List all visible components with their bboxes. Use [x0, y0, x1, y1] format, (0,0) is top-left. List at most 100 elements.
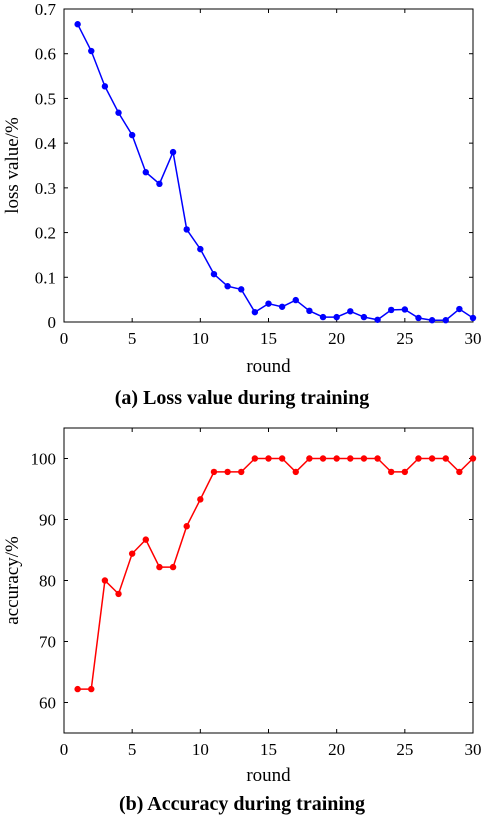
accuracy-x-tick-label: 10 [192, 740, 209, 759]
loss-data-point [360, 313, 368, 321]
accuracy-series-line [77, 457, 474, 690]
loss-data-point [374, 316, 381, 323]
accuracy-data-point [88, 685, 95, 693]
accuracy-y-axis-label: accuracy/% [2, 536, 23, 625]
accuracy-data-point [388, 468, 395, 476]
loss-data-point [428, 317, 436, 324]
loss-x-axis-label: round [246, 356, 291, 377]
loss-chart-caption: (a) Loss value during training [115, 387, 369, 409]
accuracy-data-point [374, 455, 381, 462]
accuracy-x-tick-label: 5 [128, 740, 137, 759]
loss-data-point [128, 131, 136, 139]
loss-data-point [319, 313, 327, 321]
loss-series-line [76, 23, 474, 321]
accuracy-data-point [224, 468, 231, 476]
loss-data-point [183, 226, 190, 233]
loss-plot-frame [63, 8, 474, 323]
loss-data-point [442, 317, 449, 324]
accuracy-chart-caption: (b) Accuracy during training [119, 793, 365, 815]
accuracy-x-tick-label: 20 [328, 740, 345, 759]
accuracy-data-point [469, 455, 477, 462]
loss-y-tick-label: 0.7 [35, 0, 57, 19]
accuracy-y-tick-label: 70 [39, 633, 56, 652]
loss-data-point [306, 307, 313, 315]
accuracy-data-point [292, 468, 299, 476]
accuracy-data-point [347, 455, 354, 462]
loss-y-tick-label: 0 [48, 313, 57, 332]
loss-data-point [115, 109, 122, 116]
accuracy-chart: 0 5 10 15 20 25 30 60 70 80 90 100 round accuracy/% (b… [2, 427, 482, 815]
loss-data-point [156, 180, 163, 188]
accuracy-data-point [333, 455, 340, 462]
loss-data-point [142, 169, 149, 176]
accuracy-data-point [360, 455, 368, 462]
loss-x-tick-label: 25 [396, 329, 413, 348]
accuracy-data-point [278, 455, 286, 462]
accuracy-y-tick-label: 100 [31, 450, 57, 469]
accuracy-data-point [183, 523, 190, 530]
loss-data-point [169, 148, 177, 156]
accuracy-x-tick-label: 0 [60, 740, 69, 759]
loss-y-tick-label: 0.6 [35, 45, 56, 64]
accuracy-x-tick-label: 30 [465, 740, 482, 759]
accuracy-data-point [142, 536, 149, 543]
loss-x-tick-label: 15 [260, 329, 277, 348]
accuracy-data-point [169, 563, 177, 571]
accuracy-data-point [128, 550, 136, 557]
accuracy-data-point [197, 496, 204, 503]
accuracy-x-tick-label: 25 [396, 740, 413, 759]
loss-x-tick-label: 5 [128, 329, 137, 348]
loss-data-point [224, 283, 231, 290]
loss-data-point [292, 296, 299, 304]
loss-x-tick-label: 0 [60, 329, 69, 348]
accuracy-data-point [442, 455, 449, 462]
loss-data-point [251, 308, 259, 316]
loss-data-point [388, 306, 395, 314]
loss-y-tick-label: 0.3 [35, 179, 56, 198]
loss-data-point [469, 314, 477, 322]
loss-data-point [415, 314, 422, 322]
loss-data-point [88, 47, 95, 55]
accuracy-data-point [238, 468, 245, 476]
loss-data-point [101, 83, 109, 90]
accuracy-y-tick-label: 60 [39, 694, 56, 713]
accuracy-data-point [156, 563, 163, 571]
loss-data-point [456, 305, 463, 313]
loss-data-point [238, 286, 245, 293]
loss-data-point [333, 313, 340, 321]
loss-x-tick-label: 20 [328, 329, 345, 348]
loss-x-tick-label: 30 [465, 329, 482, 348]
accuracy-data-point [101, 577, 109, 584]
loss-chart: 0 5 10 15 20 25 30 0 0.1 0.2 0.3 0.4 0.5 0.6 0.7 round l… [2, 0, 482, 409]
accuracy-data-point [251, 455, 259, 462]
accuracy-data-point [401, 468, 409, 476]
loss-data-point [197, 245, 204, 253]
loss-data-point [347, 308, 354, 315]
loss-data-point [74, 21, 81, 28]
loss-data-point [265, 300, 272, 307]
accuracy-y-tick-label: 90 [39, 511, 56, 530]
accuracy-data-point [415, 455, 422, 462]
loss-data-point [278, 303, 286, 310]
loss-y-axis-label: loss value/% [2, 117, 23, 214]
accuracy-data-point [74, 685, 81, 693]
accuracy-y-tick-label: 80 [39, 572, 56, 591]
loss-y-tick-label: 0.1 [35, 268, 56, 287]
accuracy-data-point [428, 455, 436, 462]
accuracy-data-point [265, 455, 272, 462]
accuracy-plot-frame [63, 427, 474, 734]
accuracy-x-axis-label: round [246, 765, 291, 786]
accuracy-data-point [306, 455, 313, 462]
loss-data-point [210, 270, 218, 278]
accuracy-data-point [115, 590, 122, 598]
accuracy-data-point [319, 455, 327, 462]
loss-y-tick-label: 0.5 [35, 89, 56, 108]
loss-x-tick-label: 10 [192, 329, 209, 348]
loss-data-point [401, 306, 409, 313]
accuracy-data-point [210, 468, 218, 476]
accuracy-data-point [456, 468, 463, 476]
accuracy-x-tick-label: 15 [260, 740, 277, 759]
loss-y-tick-label: 0.2 [35, 224, 56, 243]
loss-y-tick-label: 0.4 [35, 134, 57, 153]
